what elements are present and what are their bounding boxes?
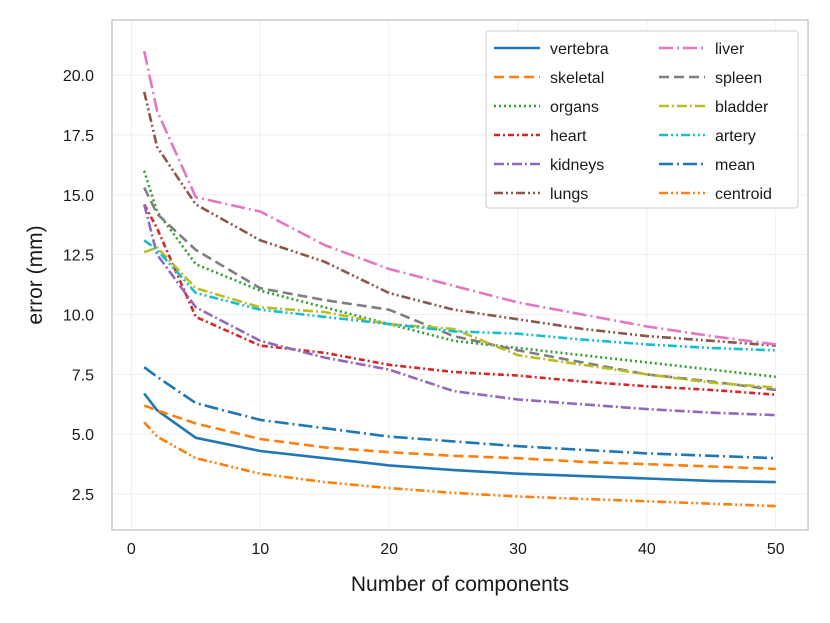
series-line-lungs xyxy=(142,91,776,347)
legend-label-vertebra: vertebra xyxy=(550,41,609,58)
y-tick-label: 10.0 xyxy=(63,308,94,325)
legend-label-heart: heart xyxy=(550,128,587,145)
y-tick-label: 12.5 xyxy=(63,248,94,265)
legend-label-skeletal: skeletal xyxy=(550,70,604,87)
legend-label-organs: organs xyxy=(550,99,599,116)
series-line-spleen xyxy=(143,187,776,392)
x-tick-label: 30 xyxy=(509,541,527,558)
legend-label-bladder: bladder xyxy=(715,99,769,116)
x-tick-label: 20 xyxy=(380,541,398,558)
series-line-liver xyxy=(142,50,776,346)
legend-label-liver: liver xyxy=(715,41,745,58)
series-line-centroid xyxy=(143,421,776,508)
series-line-vertebra xyxy=(143,392,776,484)
series-line-mean xyxy=(143,366,776,460)
plot-frame xyxy=(111,19,809,531)
x-tick-label: 0 xyxy=(127,541,136,558)
legend-label-artery: artery xyxy=(715,128,756,145)
y-axis-title: error (mm) xyxy=(24,225,47,324)
y-tick-label: 17.5 xyxy=(63,128,94,145)
y-tick-label: 7.5 xyxy=(72,367,94,384)
legend-label-lungs: lungs xyxy=(550,186,588,203)
x-tick-label: 40 xyxy=(638,541,656,558)
legend-label-mean: mean xyxy=(715,157,755,174)
series-group xyxy=(142,50,776,508)
series-line-heart xyxy=(143,203,776,396)
series-line-bladder xyxy=(143,246,776,389)
legend-label-kidneys: kidneys xyxy=(550,157,604,174)
y-tick-label: 5.0 xyxy=(72,427,94,444)
series-line-kidneys xyxy=(142,204,776,417)
x-axis: 0 10 20 30 40 50 xyxy=(127,541,785,558)
y-axis: 2.5 5.0 7.5 10.0 12.5 15.0 17.5 20.0 xyxy=(63,68,94,504)
legend-label-spleen: spleen xyxy=(715,70,762,87)
y-tick-label: 20.0 xyxy=(63,68,94,85)
legend: vertebra skeletal organs heart kidneys lungs l… xyxy=(485,30,799,209)
series-line-skeletal xyxy=(143,404,776,471)
x-axis-title: Number of components xyxy=(351,573,569,596)
x-tick-label: 50 xyxy=(767,541,785,558)
y-tick-label: 2.5 xyxy=(72,487,94,504)
legend-label-centroid: centroid xyxy=(715,186,772,203)
legend-box xyxy=(485,30,799,209)
y-tick-label: 15.0 xyxy=(63,188,94,205)
x-tick-label: 10 xyxy=(251,541,269,558)
